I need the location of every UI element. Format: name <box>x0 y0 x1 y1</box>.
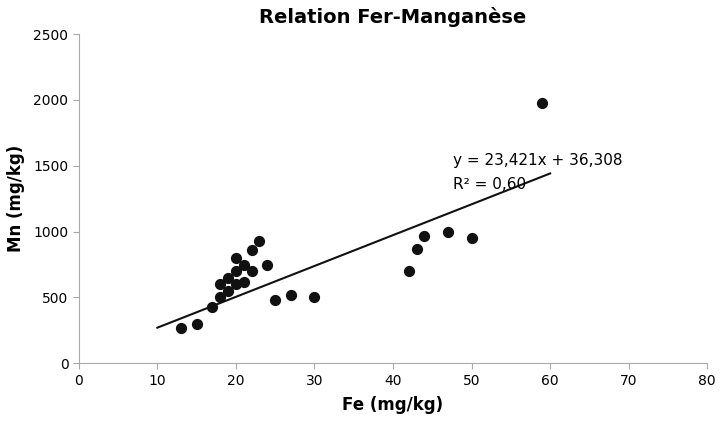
Point <box>222 288 234 294</box>
Point <box>207 303 218 310</box>
X-axis label: Fe (mg/kg): Fe (mg/kg) <box>343 396 444 414</box>
Point <box>270 297 281 304</box>
Point <box>222 274 234 281</box>
Point <box>175 324 187 331</box>
Point <box>411 245 422 252</box>
Point <box>230 268 241 274</box>
Point <box>466 235 477 242</box>
Title: Relation Fer-Manganèse: Relation Fer-Manganèse <box>260 7 526 27</box>
Point <box>230 281 241 288</box>
Point <box>285 291 296 298</box>
Point <box>536 99 548 106</box>
Point <box>238 261 249 268</box>
Point <box>403 268 414 274</box>
Point <box>419 232 430 239</box>
Point <box>262 261 273 268</box>
Point <box>246 247 257 253</box>
Point <box>442 228 454 235</box>
Point <box>230 255 241 261</box>
Point <box>215 294 226 301</box>
Point <box>191 320 202 327</box>
Text: y = 23,421x + 36,308
R² = 0,60: y = 23,421x + 36,308 R² = 0,60 <box>453 152 623 192</box>
Point <box>238 278 249 285</box>
Point <box>309 294 320 301</box>
Point <box>254 237 265 244</box>
Point <box>246 268 257 274</box>
Point <box>215 281 226 288</box>
Y-axis label: Mn (mg/kg): Mn (mg/kg) <box>7 145 25 252</box>
